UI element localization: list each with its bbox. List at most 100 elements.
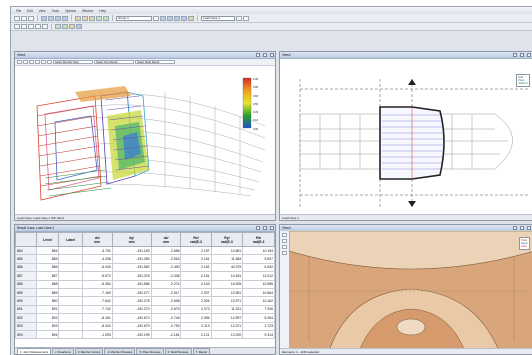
menu-item-help[interactable]: Help — [99, 8, 106, 13]
pan-icon[interactable] — [282, 245, 287, 249]
maximize-icon[interactable] — [263, 226, 267, 230]
load-icon[interactable] — [103, 15, 109, 21]
beam-icon[interactable] — [82, 15, 88, 21]
table-row[interactable]: 889 889 -7.160 -192.077 -2.517 2.037 10.551 10.… — [15, 287, 275, 298]
close-icon[interactable] — [527, 226, 531, 230]
open-file-icon[interactable] — [21, 15, 27, 21]
table-cell: -192.278 — [111, 296, 152, 306]
plan-drawing[interactable] — [280, 59, 532, 217]
view-iso-icon[interactable] — [181, 15, 187, 21]
results-tab[interactable]: 1: Joint Displacements — [17, 348, 52, 354]
measure-icon[interactable] — [282, 251, 287, 255]
table-row[interactable]: 884 884 -3.731 -191.153 -2.655 2.157 10.851 10.… — [15, 245, 275, 256]
undo-icon[interactable] — [14, 24, 20, 29]
results-tab[interactable]: 2: Reactions — [52, 348, 74, 354]
table-row[interactable]: 890 890 -7.642 -192.278 -2.638 2.026 10.971 10.… — [15, 296, 275, 306]
node-result-combo[interactable]: Select Node Result — [135, 60, 175, 64]
pan-icon[interactable] — [55, 15, 61, 21]
pan-icon[interactable] — [35, 60, 40, 64]
menu-item-tools[interactable]: Tools — [51, 8, 59, 13]
results-tab[interactable]: 3: Member Forces — [74, 348, 104, 354]
table-cell: -8.161 — [81, 313, 113, 323]
zoom-icon[interactable] — [23, 60, 28, 64]
results-tab[interactable]: 5: Plate Stresses — [136, 348, 164, 354]
minimize-icon[interactable] — [513, 226, 517, 230]
results-grid[interactable]: Level Label dx/mm dy/mm dz/mm Rx/rad(E-3 Ry/ra… — [15, 232, 275, 340]
column-header[interactable]: Label — [58, 232, 83, 247]
table-row[interactable]: 893 893 -8.342 -192.679 -2.753 2.113 12.371 2.7… — [15, 321, 275, 331]
property-icon[interactable] — [62, 24, 68, 29]
plate-icon[interactable] — [89, 15, 95, 21]
table-row[interactable]: 887 887 -5.672 -191.376 -2.336 2.151 10.451 11.… — [15, 271, 275, 281]
zoom-icon[interactable] — [282, 239, 287, 243]
table-row[interactable]: 892 892 -8.161 -192.673 -2.746 2.096 12.597 8.2… — [15, 313, 275, 323]
copy-icon[interactable] — [35, 24, 41, 29]
new-file-icon[interactable] — [14, 15, 20, 21]
run-analysis-icon[interactable] — [236, 15, 242, 21]
cut-icon[interactable] — [28, 24, 34, 29]
column-header[interactable] — [15, 232, 37, 247]
table-row[interactable]: 894 894 -1.093 -192.199 -2.181 2.121 12.020 9.3… — [15, 329, 275, 340]
table-row[interactable]: 885 885 -4.336 -191.359 -2.516 2.161 11.564 9.5… — [15, 254, 275, 264]
menu-item-edit[interactable]: Edit — [27, 8, 33, 13]
menu-item-options[interactable]: Options — [64, 8, 76, 13]
menu-item-window[interactable]: Window — [81, 8, 94, 13]
column-header[interactable]: dz/mm — [150, 232, 182, 247]
label-icon[interactable] — [76, 24, 82, 29]
table-cell: 10.664 — [242, 287, 275, 298]
minimize-icon[interactable] — [256, 226, 260, 230]
hull-3d-model[interactable] — [15, 66, 276, 214]
maximize-icon[interactable] — [520, 53, 524, 57]
table-cell: 890 — [35, 296, 60, 306]
view-side-icon[interactable] — [167, 15, 173, 21]
material-icon[interactable] — [69, 24, 75, 29]
close-icon[interactable] — [527, 53, 531, 57]
fit-icon[interactable] — [41, 60, 46, 64]
maximize-icon[interactable] — [263, 53, 267, 57]
table-row[interactable]: 888 888 -6.354 -191.566 -2.274 2.143 10.525 10.… — [15, 279, 275, 289]
load-case-combo[interactable]: Load Case 1 — [201, 15, 235, 21]
table-cell: 894 — [35, 329, 60, 340]
rotate-icon[interactable] — [62, 15, 68, 21]
redo-icon[interactable] — [21, 24, 27, 29]
paste-icon[interactable] — [42, 24, 48, 29]
select-icon[interactable] — [282, 233, 287, 237]
minimize-icon[interactable] — [513, 53, 517, 57]
column-header[interactable]: Rz/rad(E-3 — [242, 232, 275, 247]
column-header[interactable]: dy/mm — [111, 232, 152, 247]
zoom-icon[interactable] — [48, 15, 54, 21]
view-front-icon[interactable] — [160, 15, 166, 21]
joint-result-combo[interactable]: Select Joint Result — [94, 60, 134, 64]
column-header[interactable]: Rx/rad(E-3 — [180, 232, 212, 247]
results-icon[interactable] — [243, 15, 249, 21]
member-data-combo[interactable]: Select Member Data — [53, 60, 93, 64]
menu-item-view[interactable]: View — [38, 8, 46, 13]
shade-icon[interactable] — [47, 60, 52, 64]
select-icon[interactable] — [41, 15, 47, 21]
minimize-icon[interactable] — [256, 53, 260, 57]
results-tab[interactable]: 6: Solid Stresses — [164, 348, 192, 354]
group-combo[interactable]: Group 1 — [116, 15, 152, 21]
column-header-label: Label — [66, 237, 76, 242]
filter-icon[interactable] — [153, 15, 159, 21]
render-icon[interactable] — [188, 15, 194, 21]
save-icon[interactable] — [28, 15, 34, 21]
support-icon[interactable] — [96, 15, 102, 21]
view-top-icon[interactable] — [174, 15, 180, 21]
close-icon[interactable] — [270, 53, 274, 57]
column-header[interactable]: dx/mm — [81, 232, 113, 247]
table-row[interactable]: 886 886 -5.040 -191.562 -2.400 2.162 40.375 6.5… — [15, 262, 275, 273]
mesh-icon[interactable] — [55, 24, 61, 29]
close-icon[interactable] — [270, 226, 274, 230]
table-row[interactable]: 891 891 -7.742 -192.273 -2.679 2.073 11.321 7.9… — [15, 304, 275, 315]
section-drawing[interactable] — [289, 231, 532, 351]
menu-item-file[interactable]: File — [16, 8, 22, 13]
maximize-icon[interactable] — [520, 226, 524, 230]
node-icon[interactable] — [75, 15, 81, 21]
results-tab[interactable]: 7: Report — [192, 348, 211, 354]
column-header[interactable]: Level — [35, 232, 60, 247]
select-icon[interactable] — [17, 60, 22, 64]
column-header[interactable]: Ry/rad(E-3 — [210, 232, 244, 247]
rotate-icon[interactable] — [29, 60, 34, 64]
results-tab[interactable]: 4: Member Stresses — [104, 348, 136, 354]
